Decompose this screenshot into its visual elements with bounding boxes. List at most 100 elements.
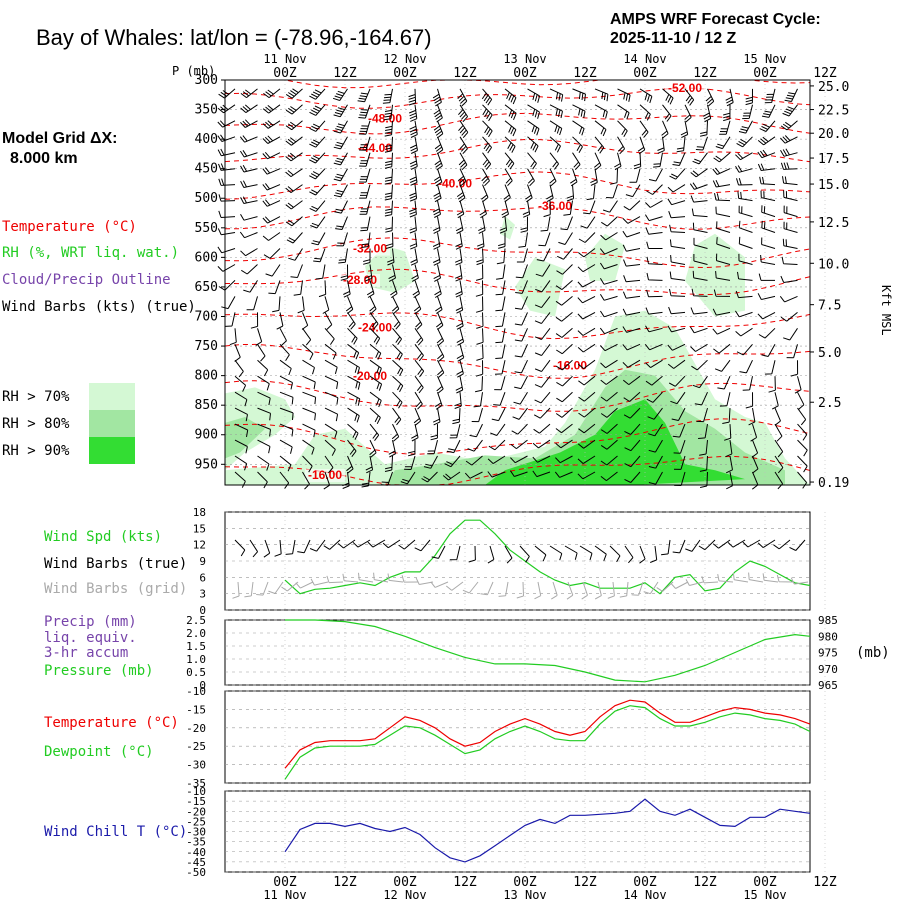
wind-barb: [449, 423, 461, 439]
wind-barb: [783, 205, 798, 218]
wind-barb: [534, 296, 551, 309]
wind-barb: [578, 232, 596, 243]
height-tick-label: 2.5: [818, 396, 841, 411]
wind-barb: [309, 136, 326, 148]
wind-barb: [437, 344, 445, 362]
wind-barb: [742, 376, 753, 391]
wind-barb: [580, 216, 596, 229]
wind-barb: [240, 104, 258, 114]
wind-barb: [501, 200, 509, 219]
wind-barb: [602, 200, 618, 213]
cross-section-frame: [224, 79, 811, 486]
wind-barb: [577, 343, 596, 353]
wind-barb: [467, 439, 483, 452]
bottom-time-tick-label: 12Z: [453, 875, 477, 890]
wind-barb: [432, 216, 441, 234]
precip-liq-label: liq. equiv.: [44, 630, 137, 646]
wind-barb: [262, 120, 281, 129]
pressure-tick-label: 700: [195, 309, 218, 324]
wind-barb: [757, 311, 776, 320]
surface-wind-barb-true: [712, 539, 731, 549]
wind-barb: [257, 391, 271, 406]
wind-barb: [735, 152, 753, 161]
wind-barb: [751, 471, 759, 490]
surface-wind-barb-true: [519, 545, 530, 563]
wind-barb: [757, 163, 776, 171]
wind-barb: [699, 440, 708, 456]
surface-wind-barb-grid: [701, 576, 719, 584]
wind-barb: [340, 264, 349, 281]
wind-barb: [257, 359, 269, 377]
wind-barb: [736, 178, 753, 186]
contour-label: -48.00: [368, 112, 402, 126]
wind-barb: [797, 407, 807, 426]
wind-barb: [495, 344, 506, 359]
wind-barb: [504, 88, 517, 105]
wind-barb: [670, 255, 686, 265]
surface-wind-barb-true: [309, 539, 326, 552]
wind-barb: [482, 120, 493, 138]
wind-barb: [411, 264, 419, 282]
wind-barb: [335, 216, 348, 230]
surface-wind-barb-grid: [776, 574, 794, 583]
top-day-label: 11 Nov: [263, 52, 306, 66]
surface-wind-barb-true: [449, 545, 461, 561]
wind-barb: [780, 162, 798, 170]
value-tick-label: -20: [186, 805, 206, 818]
wind-barb: [782, 104, 798, 117]
wind-barb: [556, 391, 573, 403]
wind-barb: [759, 120, 776, 132]
wind-barb: [369, 391, 382, 408]
wind-barb: [572, 104, 586, 118]
wind-barb: [633, 152, 642, 170]
wind-barb: [583, 200, 596, 215]
wind-barb: [414, 328, 424, 346]
wind-barb: [624, 471, 641, 483]
legend-rh: RH (%, WRT liq. wat.): [2, 245, 179, 261]
wind-barb: [240, 213, 258, 221]
wind-barb: [514, 328, 528, 342]
wind-barb: [645, 359, 663, 369]
wind-barb: [514, 359, 528, 374]
wind-barb: [512, 407, 528, 420]
wind-barb: [692, 152, 708, 165]
wind-barb: [240, 248, 258, 257]
surface-wind-barb-grid: [268, 581, 284, 594]
wind-barb: [345, 296, 354, 314]
wind-barb: [577, 439, 596, 449]
wind-barb: [577, 311, 596, 320]
pressure-tick-label: 500: [195, 191, 218, 206]
wind-barb: [549, 168, 557, 187]
value-tick-label: -30: [186, 826, 206, 839]
wind-barb: [745, 392, 754, 409]
wind-barb: [391, 423, 400, 442]
wind-barb: [218, 210, 236, 218]
wind-barb: [527, 120, 540, 136]
wind-barb: [217, 228, 236, 236]
wind-barb: [384, 136, 393, 153]
wind-barb: [302, 407, 316, 421]
wind-barb: [455, 296, 464, 314]
legend-cloud-outline: Cloud/Precip Outline: [2, 272, 171, 288]
wind-barb: [285, 88, 303, 99]
wind-barb: [774, 455, 784, 474]
wind-barb: [783, 221, 798, 233]
wind-barb: [347, 312, 356, 330]
wind-barb: [302, 455, 313, 473]
wind-barb: [738, 220, 753, 233]
bottom-time-tick-label: 00Z: [753, 875, 777, 890]
wind-barb: [690, 195, 708, 203]
wind-barb: [324, 391, 339, 405]
model-grid-label: Model Grid ΔX:: [2, 130, 118, 147]
wind-barb: [737, 271, 753, 281]
wind-barb: [532, 455, 551, 463]
wind-barb: [285, 216, 303, 227]
wind-barbs-grid-label: Wind Barbs (grid): [44, 581, 187, 597]
pressure-unit: (mb): [856, 645, 890, 661]
wind-barb: [599, 294, 618, 301]
wind-barb: [610, 168, 618, 185]
wind-barb: [285, 152, 303, 162]
wind-barb: [409, 232, 418, 250]
wind-barb: [475, 280, 484, 297]
top-day-label: 13 Nov: [503, 52, 546, 66]
